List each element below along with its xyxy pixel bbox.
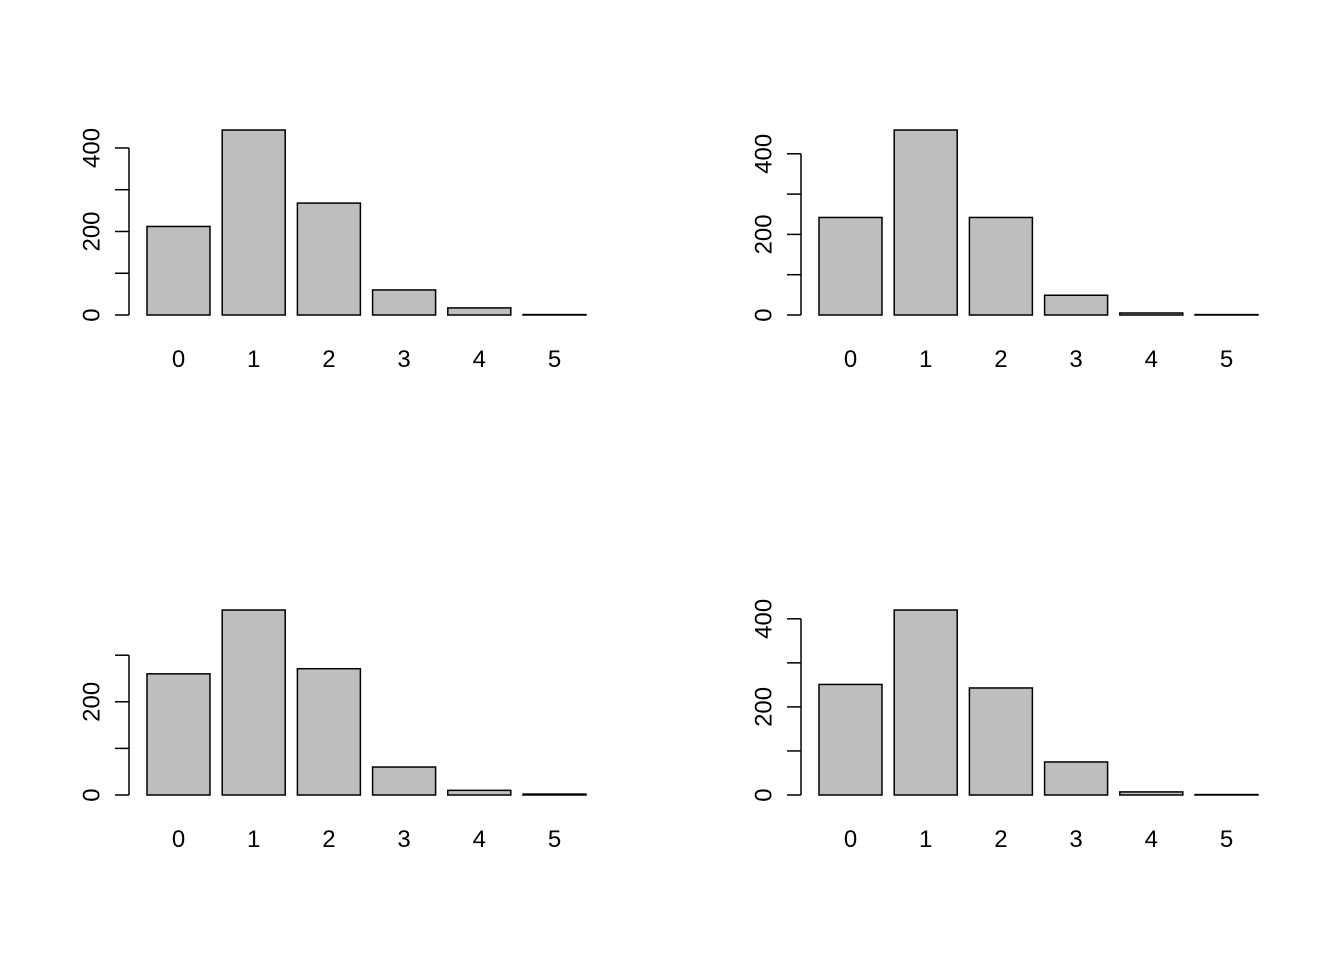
x-tick-label: 4 (1145, 826, 1158, 853)
chart-panel-4: 0 1 2 3 4 5 0 200 400 (750, 599, 1259, 853)
y-tick-label: 200 (78, 211, 105, 251)
bar-2 (296, 667, 362, 796)
y-tick-label: 200 (750, 214, 777, 254)
bar-3 (371, 289, 437, 316)
x-tick-label: 1 (247, 346, 260, 373)
x-tick-label: 2 (994, 346, 1007, 373)
x-tick-label: 5 (548, 346, 561, 373)
y-tick-label: 400 (78, 128, 105, 168)
bar-0 (818, 683, 883, 796)
bar-0 (146, 225, 211, 316)
x-tick-label: 0 (172, 826, 185, 853)
x-tick-label: 3 (1069, 346, 1082, 373)
y-tick-label: 0 (78, 308, 105, 321)
x-tick-label: 2 (994, 826, 1007, 853)
bar-1 (893, 129, 958, 316)
x-tick-label: 3 (1069, 826, 1082, 853)
x-tick-label: 1 (919, 346, 932, 373)
bar-1 (221, 129, 286, 316)
x-tick-label: 5 (1220, 346, 1233, 373)
y-tick-label: 0 (78, 788, 105, 801)
bar-4 (447, 307, 512, 316)
bar-0 (818, 216, 883, 316)
y-tick-label: 0 (750, 308, 777, 321)
bar-0 (146, 673, 211, 796)
y-tick-label: 400 (750, 599, 777, 639)
x-tick-label: 4 (1145, 346, 1158, 373)
bar-3 (1043, 761, 1109, 796)
x-tick-label: 4 (473, 346, 486, 373)
bar-3 (1043, 294, 1109, 316)
bar-4 (447, 789, 512, 796)
x-tick-label: 5 (1220, 826, 1233, 853)
bar-4 (1119, 312, 1184, 316)
chart-panel-3: 0 1 2 3 4 5 0 200 (78, 609, 587, 853)
x-tick-label: 2 (322, 826, 335, 853)
bar-3 (371, 766, 437, 796)
y-tick-label: 200 (78, 682, 105, 722)
x-tick-label: 0 (844, 346, 857, 373)
y-tick-label: 200 (750, 687, 777, 727)
x-tick-label: 0 (844, 826, 857, 853)
bar-4 (1119, 791, 1184, 796)
x-tick-label: 1 (919, 826, 932, 853)
bar-2 (296, 202, 362, 316)
x-tick-label: 3 (397, 346, 410, 373)
bar-1 (221, 609, 286, 796)
x-tick-label: 2 (322, 346, 335, 373)
x-tick-label: 3 (397, 826, 410, 853)
x-tick-label: 1 (247, 826, 260, 853)
bar-5 (522, 793, 587, 796)
bar-2 (968, 216, 1034, 316)
chart-panel-2: 0 1 2 3 4 5 0 200 400 (750, 129, 1259, 373)
y-tick-label: 400 (750, 134, 777, 174)
x-tick-label: 4 (473, 826, 486, 853)
bar-1 (893, 609, 958, 796)
x-tick-label: 5 (548, 826, 561, 853)
chart-panel-1: 0 1 2 3 4 5 0 200 400 (78, 128, 587, 373)
bar-2 (968, 687, 1034, 796)
y-tick-label: 0 (750, 788, 777, 801)
x-tick-label: 0 (172, 346, 185, 373)
